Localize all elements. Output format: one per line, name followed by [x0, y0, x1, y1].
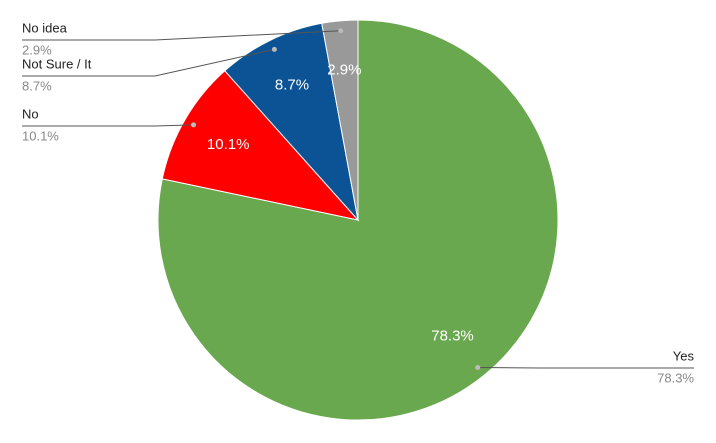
percent-label: 78.3% [657, 370, 694, 385]
callout-line [22, 124, 194, 127]
category-label: Not Sure / It [22, 56, 92, 71]
callout-line [22, 48, 275, 77]
category-label: No idea [22, 20, 68, 35]
callout-dot [271, 46, 277, 52]
slice-label: 10.1% [207, 136, 250, 153]
slice-label: 8.7% [275, 76, 309, 93]
percent-label: 10.1% [22, 128, 59, 143]
percent-label: 8.7% [22, 78, 52, 93]
category-label: No [22, 106, 39, 121]
pie-slice [321, 19, 359, 221]
slice-label: 78.3% [431, 327, 474, 344]
callout-dot [475, 365, 481, 371]
slice-label: 2.9% [327, 62, 361, 79]
pie-slice [161, 70, 360, 221]
percent-label: 2.9% [22, 42, 52, 57]
callout-line [22, 30, 341, 41]
category-label: Yes [673, 348, 695, 363]
pie-slice [224, 22, 359, 222]
callout-dot [338, 28, 344, 34]
callout-dot [191, 122, 197, 128]
